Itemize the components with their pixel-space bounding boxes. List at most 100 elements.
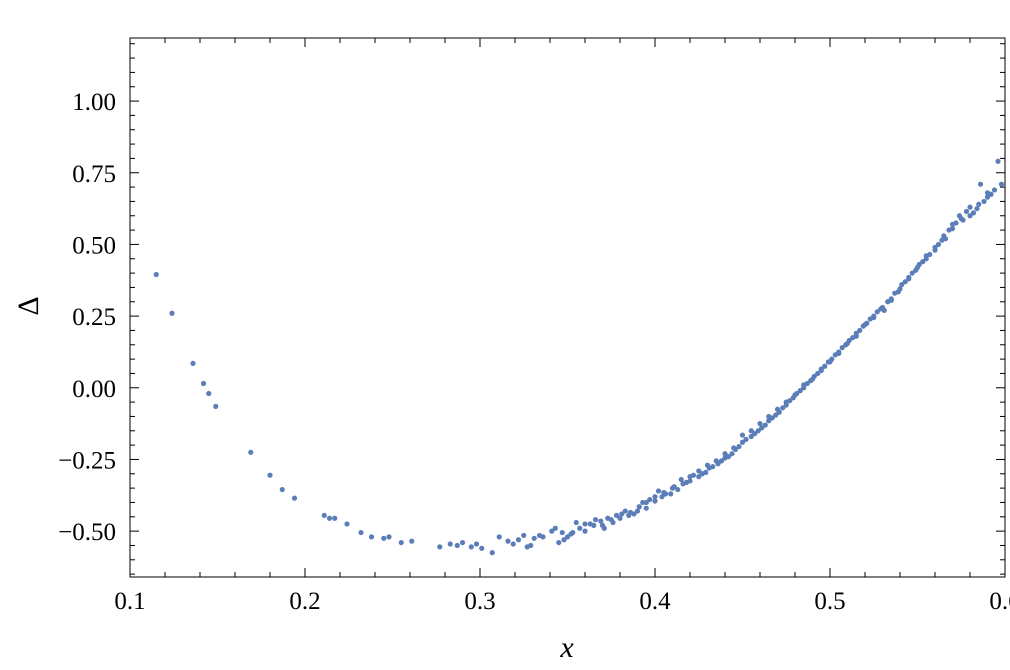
- data-point: [748, 433, 754, 440]
- data-point: [853, 333, 859, 339]
- data-point: [974, 205, 980, 212]
- data-point: [836, 350, 842, 356]
- data-point: [598, 518, 604, 524]
- data-point: [703, 469, 709, 475]
- data-point: [967, 213, 973, 219]
- data-point: [725, 453, 732, 460]
- data-point: [381, 535, 387, 541]
- data-point: [862, 322, 868, 328]
- data-point: [967, 204, 973, 210]
- data-points: [153, 158, 1005, 556]
- data-point: [963, 208, 970, 215]
- data-point: [704, 462, 711, 468]
- data-point: [634, 508, 641, 514]
- data-point: [739, 439, 746, 445]
- data-point: [927, 251, 933, 258]
- data-point: [976, 201, 982, 207]
- data-point: [515, 537, 522, 543]
- data-point: [766, 413, 772, 420]
- data-point: [710, 464, 716, 470]
- data-point: [909, 270, 915, 276]
- data-point: [568, 531, 574, 537]
- data-point: [932, 244, 938, 250]
- x-tick-label: 0.1: [114, 588, 145, 615]
- data-point: [622, 508, 628, 514]
- data-point: [190, 360, 196, 367]
- x-tick-label: 0.5: [814, 588, 845, 615]
- data-point: [888, 296, 894, 302]
- data-point: [920, 259, 926, 265]
- data-point: [949, 221, 956, 227]
- data-point: [556, 539, 562, 546]
- data-point: [528, 542, 534, 549]
- data-point: [559, 529, 565, 536]
- data-point: [998, 181, 1005, 187]
- data-point: [344, 521, 350, 527]
- data-point: [906, 276, 912, 282]
- data-point: [169, 310, 175, 316]
- data-point: [368, 534, 375, 540]
- data-point: [762, 422, 768, 428]
- data-point: [970, 210, 977, 216]
- data-point: [661, 489, 667, 496]
- data-point: [914, 264, 921, 270]
- data-point: [984, 190, 991, 196]
- data-point: [561, 537, 567, 543]
- data-point: [902, 279, 908, 285]
- data-point: [729, 451, 735, 457]
- data-point: [552, 525, 558, 531]
- data-point: [780, 405, 786, 411]
- data-point: [643, 505, 649, 511]
- data-point: [213, 403, 219, 410]
- x-tick-label: 0.6: [989, 588, 1010, 615]
- data-point: [582, 528, 588, 534]
- data-point: [652, 498, 658, 504]
- data-point: [531, 535, 537, 541]
- data-point: [935, 241, 942, 248]
- data-point: [540, 534, 546, 540]
- y-tick-label: −0.25: [58, 447, 116, 474]
- data-point: [759, 425, 765, 431]
- data-point: [797, 388, 803, 394]
- data-point: [631, 511, 637, 517]
- data-point: [687, 478, 693, 484]
- data-point: [696, 474, 702, 480]
- y-tick-label: 1.00: [72, 89, 116, 116]
- x-tick-label: 0.2: [289, 588, 320, 615]
- data-point: [577, 525, 583, 531]
- data-point: [573, 519, 579, 526]
- data-point: [801, 382, 807, 388]
- data-point: [669, 485, 676, 491]
- data-point: [857, 327, 863, 334]
- data-point: [479, 545, 485, 551]
- data-point: [549, 528, 555, 534]
- y-tick-label: 0.25: [72, 304, 116, 331]
- y-tick-label: 0.50: [72, 232, 116, 259]
- data-point: [659, 494, 665, 500]
- data-point: [459, 539, 466, 546]
- data-point: [815, 370, 821, 377]
- data-point: [809, 376, 816, 382]
- data-point: [958, 216, 964, 222]
- data-point: [206, 390, 212, 397]
- data-point: [678, 476, 684, 483]
- data-point: [879, 304, 886, 311]
- data-point: [437, 544, 443, 550]
- data-point: [626, 512, 632, 518]
- data-point: [592, 517, 599, 523]
- data-point: [398, 539, 404, 546]
- data-point: [564, 534, 571, 540]
- data-point: [827, 359, 833, 365]
- data-point: [619, 511, 625, 517]
- data-point: [591, 522, 597, 528]
- data-point: [505, 538, 511, 544]
- data-point: [599, 522, 606, 528]
- data-point: [713, 458, 719, 464]
- data-point: [409, 538, 415, 544]
- data-point: [489, 550, 495, 556]
- data-point: [454, 542, 460, 549]
- data-point: [521, 532, 527, 539]
- data-point: [897, 286, 903, 292]
- data-point: [386, 534, 392, 540]
